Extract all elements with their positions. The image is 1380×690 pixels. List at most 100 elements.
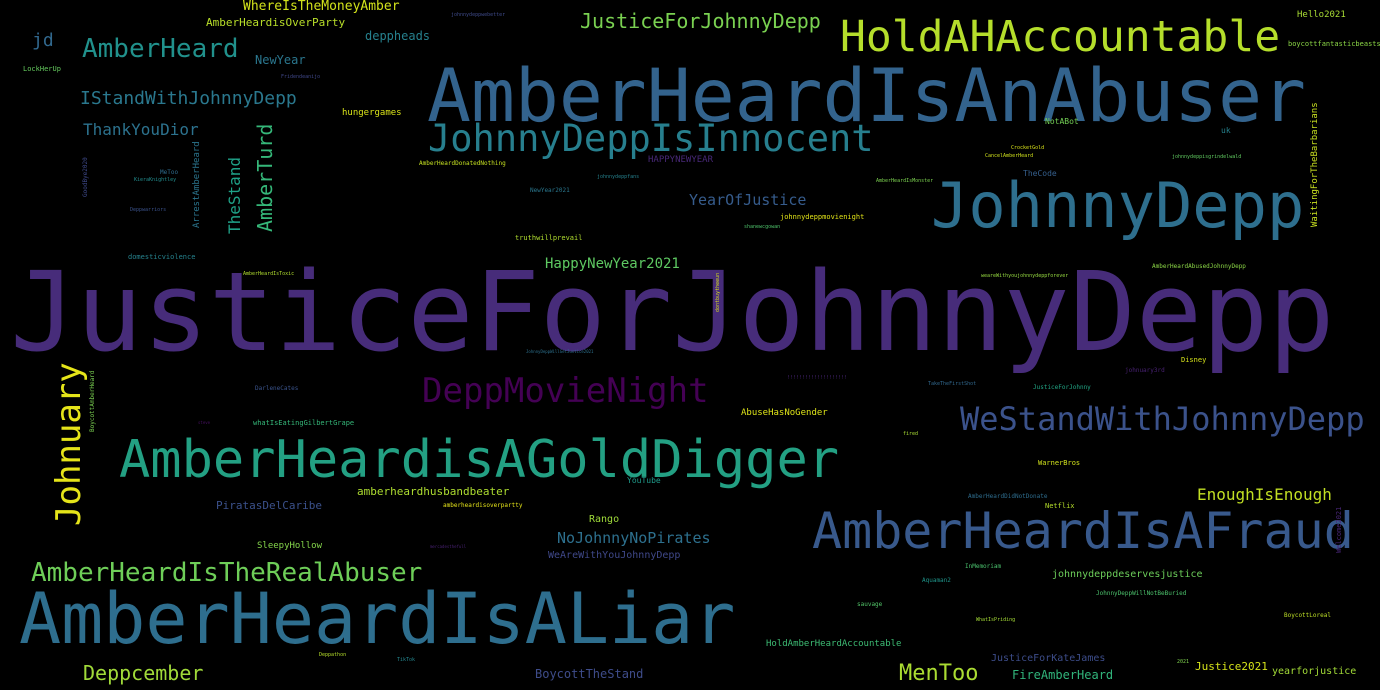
- word-youtube: YouTube: [627, 476, 661, 485]
- word-deppathon: Deppathon: [319, 652, 347, 658]
- word-holdahaccountable: HoldAHAccountable: [840, 12, 1281, 62]
- word-amberheardisafraud: AmberHeardIsAFraud: [812, 502, 1354, 560]
- word-truthwillprevail: truthwillprevail: [515, 234, 583, 242]
- word-notabot: NotABot: [1045, 117, 1079, 126]
- word-johnnydeppdeservesjustice: johnnydeppdeservesjustice: [1052, 569, 1203, 580]
- word-steve: steve: [198, 420, 211, 425]
- word-wearewithyoujohnnydeppforever: weareWithyoujohnnydeppforever: [981, 273, 1069, 279]
- word-johnnydeppisgrindelwald: johnnydeppisgrindelwald: [1172, 154, 1242, 160]
- word-hungergames: hungergames: [342, 108, 402, 118]
- word-holdamberheardaccountable: HoldAmberHeardAccountable: [766, 639, 902, 649]
- word-disney: Disney: [1181, 356, 1207, 364]
- word-domesticviolence: domesticviolence: [128, 253, 196, 261]
- word-newyear2021: NewYear2021: [530, 187, 570, 194]
- word-dontbuytheeun: dontbuytheeun: [715, 272, 721, 312]
- word-exclamations: !!!!!!!!!!!!!!!!!!!!: [787, 375, 848, 381]
- word-welcome2021: Welcome2021: [1335, 506, 1343, 553]
- word-amberheardisoverpartty: amberheardisoverpartty: [443, 502, 523, 509]
- word-lockherup: LockHerUp: [23, 65, 61, 73]
- word-2021: 2021: [1177, 659, 1190, 665]
- word-abusehasnogender: AbuseHasNoGender: [741, 408, 828, 418]
- word-justiceforkatejames: JusticeForKateJames: [991, 653, 1106, 664]
- word-nojohnnynopirates: NoJohnnyNoPirates: [557, 529, 711, 547]
- word-johnnydeppwillgetjustice2021: JohnnyDeppWillGetJustice2021: [526, 349, 594, 354]
- word-boycottloreal: BoycottLoreal: [1284, 612, 1331, 619]
- word-metoo: MeToo: [160, 169, 179, 176]
- word-justice2021: Justice2021: [1195, 660, 1268, 673]
- word-deppheads: deppheads: [365, 29, 431, 43]
- word-takethefirstshot: TakeTheFirstShot: [928, 381, 977, 387]
- word-amberheard: AmberHeard: [82, 34, 239, 64]
- word-amberheardabusedjohnnydepp: AmberHeardAbusedJohnnyDepp: [1152, 263, 1246, 270]
- word-johnuary: Johnuary: [49, 362, 89, 526]
- word-whatispriding: WhatIsPriding: [976, 617, 1016, 623]
- word-boycottamberheard: BoycottAmberHeard: [89, 370, 96, 432]
- word-goodbye2020: GoodBye2020: [82, 157, 89, 197]
- word-amberhearddidnotdonate: AmberHeardDidNotDonate: [968, 493, 1048, 500]
- word-piratasdelcaribe: PiratasDelCaribe: [216, 499, 322, 512]
- word-whereisthemoneyamber: WhereIsTheMoneyAmber: [243, 0, 400, 14]
- word-shanewcgowan: shanewcgowan: [744, 224, 781, 230]
- word-boycottthestand: BoycottTheStand: [535, 667, 644, 681]
- word-crocketgold: CrocketGold: [1011, 145, 1045, 151]
- word-hello2021: Hello2021: [1297, 10, 1346, 20]
- word-thankyoudior: ThankYouDior: [83, 120, 199, 139]
- word-whatiseatinggilbertgrape: whatIsEatingGilbertGrape: [253, 419, 355, 427]
- word-johnnydeppwillnotbeburied: JohnnyDeppWillNotBeBuried: [1096, 590, 1187, 597]
- word-amberheardisoverparty: AmberHeardisOverParty: [206, 16, 346, 29]
- word-johnnydeppwebetter: johnnydeppwebetter: [451, 12, 506, 18]
- word-uk: uk: [1221, 126, 1231, 135]
- word-johnnydepp: JohnnyDepp: [931, 169, 1305, 242]
- word-amberturd: AmberTurd: [253, 123, 277, 232]
- word-deppwarriors: Deppwarriors: [130, 207, 167, 213]
- word-darlenecates: DarleneCates: [255, 385, 299, 392]
- word-johnnydeppisinnocent: JohnnyDeppIsInnocent: [428, 117, 874, 160]
- word-mercadesthefull: mercadesthefull: [430, 544, 467, 549]
- word-yearforjustice: yearforjustice: [1272, 666, 1357, 677]
- word-wearewithyoujohnnydepp: WeAreWithYouJohnnyDepp: [548, 550, 681, 561]
- word-amberheardisanabuser: AmberHeardIsAnAbuser: [427, 54, 1306, 139]
- word-thestand: TheStand: [225, 156, 244, 234]
- word-inmemoriam: InMemoriam: [965, 563, 1002, 570]
- word-fireamberheard: FireAmberHeard: [1012, 668, 1114, 682]
- word-amberheardhusbandbeater: amberheardhusbandbeater: [357, 485, 510, 498]
- word-justiceforjohnnydepp: JusticeForJohnnyDepp: [10, 248, 1335, 376]
- word-amberhearddonatednothing: AmberHeardDonatedNothing: [419, 160, 506, 167]
- word-amberheardismonster: AmberHeardIsMonster: [876, 178, 934, 184]
- word-rango: Rango: [589, 514, 620, 525]
- word-warnerbros: WarnerBros: [1038, 459, 1081, 467]
- word-amberheardisagolddigger: AmberHeardisAGoldDigger: [119, 430, 840, 490]
- word-tiktok: TikTok: [397, 657, 416, 663]
- word-arrestamberheard: ArrestAmberHeard: [192, 141, 202, 228]
- word-johnnydeppmovienight: johnnydeppmovienight: [780, 213, 865, 221]
- word-istandwithjohnnydepp: IStandWithJohnnyDepp: [80, 88, 297, 109]
- word-cancelamberheard: CancelAmberHeard: [985, 153, 1034, 159]
- word-amberheardisaliar: AmberHeardIsALiar: [19, 578, 736, 660]
- word-justiceforjohnny: JusticeForJohnny: [1033, 384, 1091, 391]
- word-boycottfantasticbeasts: boycottfantasticbeasts: [1288, 40, 1380, 48]
- word-happynewyear2021: HappyNewYear2021: [545, 256, 680, 272]
- word-deppmovienight: DeppMovieNight: [422, 371, 709, 411]
- word-johnnydeppfans: johnnydeppfans: [597, 174, 640, 180]
- word-fridendeanijo: Fridendeanijo: [281, 74, 321, 80]
- word-thecode: TheCode: [1023, 169, 1057, 178]
- word-johnuary3rd: johnuary3rd: [1125, 367, 1165, 374]
- word-sleepyhollow: SleepyHollow: [257, 541, 323, 551]
- word-amberheardistoxic: AmberHeardIsToxic: [243, 271, 295, 277]
- word-justiceforjohnnydepp-small: JusticeForJohnnyDepp: [580, 9, 821, 33]
- word-sauvage: sauvage: [857, 601, 883, 608]
- word-yearofjustice: YearOfJustice: [689, 191, 807, 209]
- word-deppcember: Deppcember: [83, 661, 204, 685]
- word-kieraknightley: KieraKnightley: [134, 177, 177, 183]
- word-westandwithjohnnydepp: WeStandWithJohnnyDepp: [960, 400, 1365, 438]
- word-happynewyear: HAPPYNEWYEAR: [648, 155, 714, 165]
- word-waitingforthebarbarians: WaitingForTheBarbarians: [1310, 102, 1320, 227]
- word-aquaman2: Aquaman2: [922, 577, 951, 584]
- word-newyear: NewYear: [255, 53, 306, 67]
- word-netflix: Netflix: [1045, 502, 1075, 510]
- word-enoughisenough: EnoughIsEnough: [1197, 485, 1332, 504]
- word-jd: jd: [32, 30, 54, 51]
- word-amberheardistherealabuser: AmberHeardIsTheRealAbuser: [31, 558, 423, 588]
- word-mentoo: MenToo: [899, 661, 979, 686]
